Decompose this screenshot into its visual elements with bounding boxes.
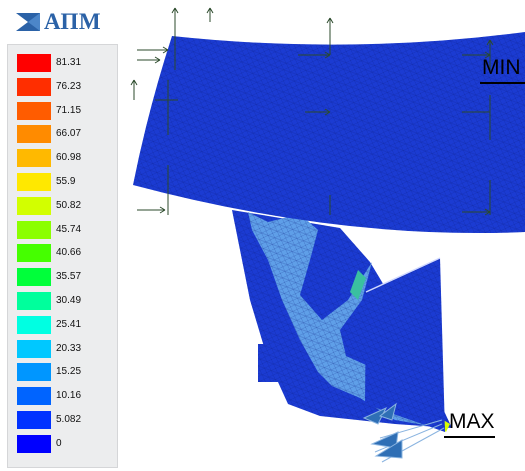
side-plate [365, 257, 445, 432]
logo-text: АПМ [44, 9, 102, 34]
legend-swatch [17, 292, 51, 310]
legend-swatch [17, 77, 51, 96]
max-marker: MAX [449, 410, 495, 433]
logo-flag-icon [16, 13, 40, 31]
legend-swatch [17, 220, 51, 239]
legend-swatch [17, 173, 51, 191]
legend-swatch [17, 363, 51, 382]
legend-label: 66.07 [56, 128, 82, 140]
legend-label: 30.49 [56, 295, 82, 306]
legend-swatch [17, 315, 51, 334]
legend-label: 50.82 [56, 199, 82, 211]
legend-label: 60.98 [56, 152, 82, 164]
legend-label: 55.9 [56, 176, 76, 187]
legend-label: 5.082 [56, 414, 82, 425]
legend-label: 71.15 [56, 104, 82, 116]
legend-swatch [17, 339, 51, 358]
legend-label: 20.33 [56, 342, 82, 354]
legend-label: 81.31 [56, 57, 82, 68]
max-marker-line [444, 436, 495, 438]
stress-color-legend: 81.31 76.23 71.15 66.07 60.98 55.9 50.82 45.74 4… [7, 44, 118, 468]
legend-swatch [17, 54, 51, 72]
legend-swatch [17, 101, 51, 120]
load-arrows [362, 402, 445, 463]
legend-swatch [17, 411, 51, 429]
min-marker: MIN [482, 56, 521, 79]
support-constraints [130, 7, 494, 216]
upper-plate [133, 32, 525, 234]
legend-swatch [17, 268, 51, 287]
legend-label: 35.57 [56, 271, 82, 283]
legend-label: 0 [56, 437, 62, 449]
legend-swatch [17, 387, 51, 406]
legend-swatch [17, 244, 51, 263]
legend-label: 25.41 [56, 318, 82, 330]
legend-label: 76.23 [56, 80, 82, 92]
legend-swatch [17, 149, 51, 168]
legend-label: 15.25 [56, 366, 82, 378]
legend-label: 10.16 [56, 390, 82, 402]
legend-swatch [17, 434, 51, 453]
legend-swatch [17, 196, 51, 215]
legend-swatch [17, 125, 51, 144]
legend-label: 40.66 [56, 247, 82, 259]
legend-label: 45.74 [56, 223, 82, 235]
app-logo: АПМ [15, 9, 101, 35]
base-block [258, 344, 278, 382]
min-marker-line [480, 82, 525, 84]
